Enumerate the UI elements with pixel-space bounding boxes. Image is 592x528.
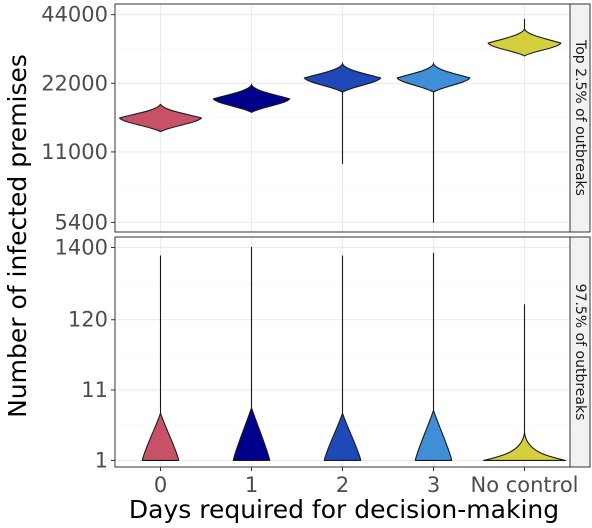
x-tick-label-1: 1: [245, 473, 258, 497]
y-tick-label: 44000: [41, 3, 108, 27]
x-tick-label-0: 0: [154, 473, 167, 497]
strip-bottom-border: [569, 236, 591, 468]
strip-top-background: [570, 4, 590, 232]
y-tick-label: 22000: [41, 71, 108, 95]
violin-no-control-bottom: [483, 304, 566, 461]
violin-2-bottom: [323, 255, 362, 461]
y-tick-label: 11000: [41, 140, 108, 164]
x-tick-label-3: 3: [427, 473, 440, 497]
violin-0-top: [119, 103, 202, 133]
violin-3-bottom: [414, 252, 453, 461]
violin-1-top: [212, 83, 291, 113]
strip-label-bottom: 97.5% of outbreaks: [572, 284, 588, 421]
panel-top-violins: [119, 18, 562, 223]
y-axis-top-ticks: 5400 11000 22000 44000: [41, 3, 115, 234]
violin-no-control-top: [487, 18, 562, 57]
x-axis-title: Days required for decision-making: [129, 495, 559, 524]
panel-bottom: 97.5% of outbreaks: [114, 236, 591, 468]
strip-bottom-background: [570, 237, 590, 467]
panel-bottom-violins: [141, 246, 566, 461]
y-tick-label: 11: [81, 378, 108, 402]
y-tick-label: 1400: [55, 235, 108, 259]
strip-top-border: [569, 3, 591, 233]
violin-0-bottom: [141, 255, 180, 461]
y-tick-label: 1: [95, 448, 108, 472]
y-tick-label: 5400: [55, 210, 108, 234]
violin-3-top: [396, 62, 471, 223]
y-tick-label: 120: [68, 308, 108, 332]
x-tick-label-no-control: No control: [470, 473, 578, 497]
strip-label-top: Top 2.5% of outbreaks: [572, 39, 588, 196]
violin-1-bottom: [232, 246, 271, 461]
panel-top: Top 2.5% of outbreaks: [114, 3, 591, 233]
y-axis-title: Number of infected premises: [3, 54, 32, 418]
x-axis-ticks: 0 1 2 3 No control: [154, 467, 579, 497]
violin-2-top: [303, 62, 382, 164]
x-tick-label-2: 2: [336, 473, 349, 497]
